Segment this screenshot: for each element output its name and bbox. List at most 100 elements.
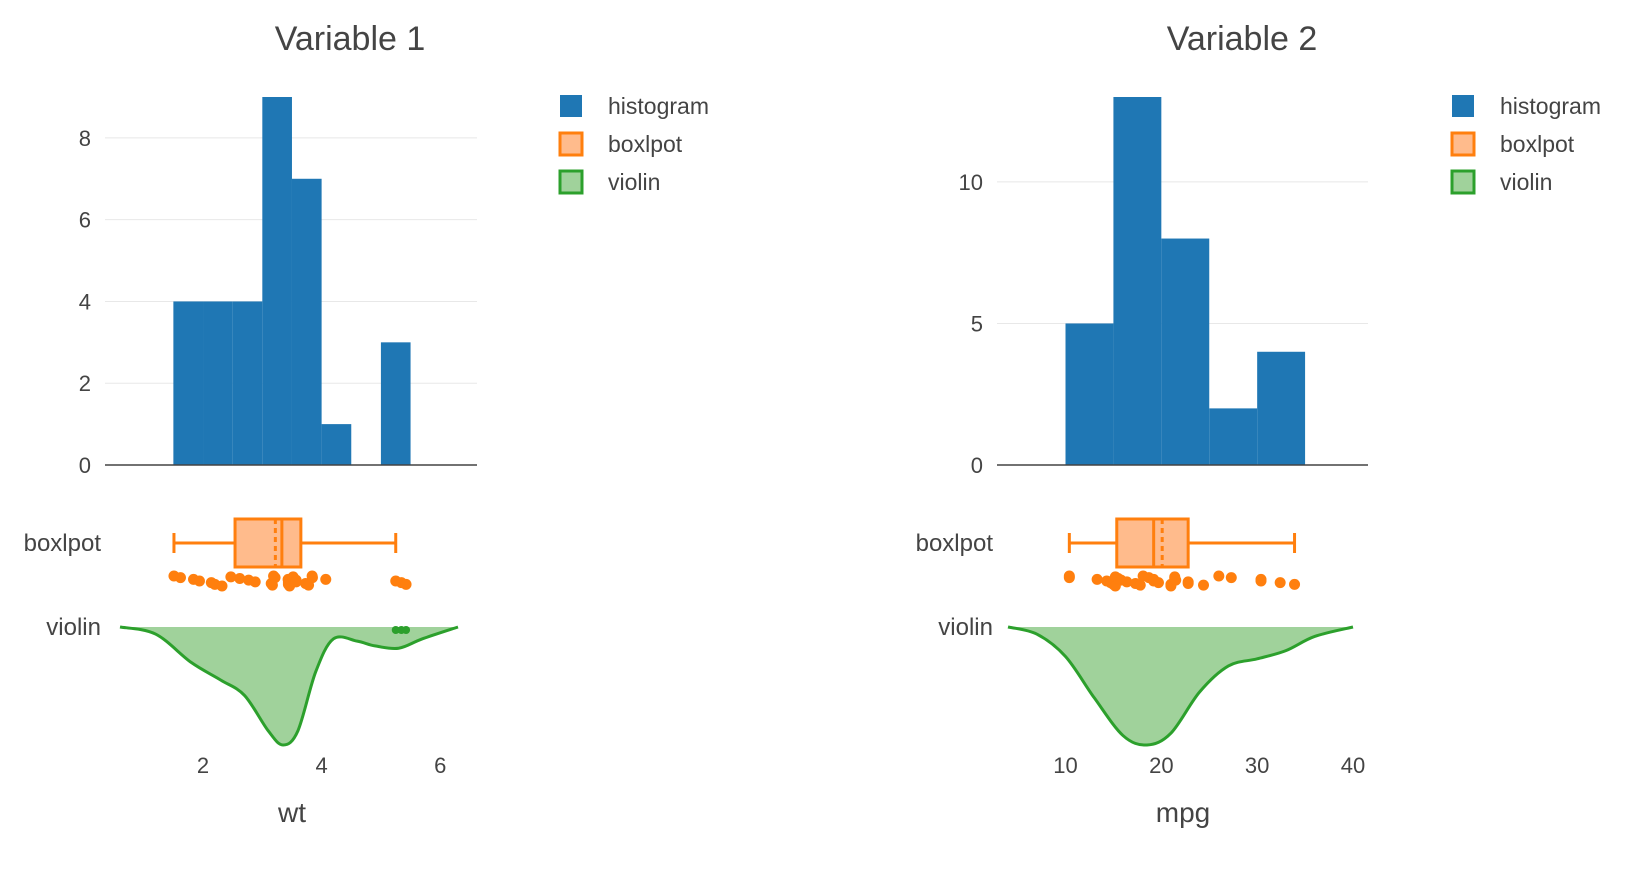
variable-1-legend-item-violin[interactable]: violin — [558, 169, 660, 195]
variable-2-histogram-bar — [1065, 323, 1114, 465]
variable-2-legend-label-violin: violin — [1500, 169, 1552, 195]
variable-2-histogram-bar — [1161, 238, 1210, 465]
variable-2-boxplot-point — [1255, 575, 1267, 587]
variable-1-boxplot-point — [234, 573, 246, 584]
variable-2-title: Variable 2 — [1167, 20, 1318, 58]
variable-1-boxplot-box — [233, 517, 303, 569]
variable-2-boxplot-point — [1152, 577, 1164, 589]
variable-1-histogram-bars — [173, 97, 411, 465]
variable-2-y-tick-label: 0 — [971, 453, 983, 478]
variable-2-histogram-bars — [1065, 97, 1306, 465]
variable-1-boxplot-point — [225, 571, 237, 583]
variable-1-y-tick-labels: 0 2 4 6 8 — [79, 126, 91, 478]
variable-1-y-tick-label: 6 — [79, 208, 91, 233]
variable-1-x-tick-labels: 2 4 6 — [197, 753, 446, 778]
variable-1-histogram-bar — [262, 97, 292, 465]
variable-2-violin-area — [1008, 627, 1353, 746]
variable-1-legend-swatch-histogram — [560, 95, 582, 117]
variable-2-boxplot-point — [1225, 572, 1237, 584]
variable-2-x-tick-label: 10 — [1053, 753, 1077, 778]
variable-2-boxplot-point — [1198, 579, 1209, 591]
variable-1-boxplot-point — [400, 578, 412, 590]
variable-2-boxplot-row-label: boxlpot — [916, 530, 994, 557]
variable-2-violin-outline — [1007, 625, 1354, 747]
variable-1-histogram-bar — [291, 178, 322, 465]
variable-1-y-tick-label: 8 — [79, 126, 91, 151]
variable-1-y-tick-label: 4 — [79, 289, 91, 314]
variable-2-boxplot-point — [1170, 574, 1182, 586]
variable-2-boxplot-point — [1274, 577, 1286, 589]
variable-1-histogram-bar — [380, 342, 411, 465]
variable-2-y-tick-labels: 0 5 10 — [959, 170, 983, 478]
variable-1-boxplot-row-label: boxlpot — [24, 530, 102, 557]
variable-1-boxplot-point — [193, 575, 205, 587]
variable-2-boxplot-point — [1063, 572, 1075, 584]
variable-1-violin-outlier — [402, 626, 411, 634]
variable-1-y-tick-label: 0 — [79, 453, 91, 478]
variable-1-histogram-bar — [321, 424, 352, 465]
variable-1-violin-area — [120, 627, 458, 745]
variable-1-boxplot-point — [320, 573, 332, 585]
variable-2-legend[interactable]: histogram boxlpot violin — [1450, 93, 1601, 195]
variable-1-legend-item-boxplot[interactable]: boxlpot — [558, 131, 683, 157]
variable-1-y-tick-label: 2 — [79, 371, 91, 396]
variable-1-legend-label-boxplot: boxlpot — [608, 131, 683, 157]
variable-1-violin — [119, 625, 459, 747]
variable-1-boxplot-point — [249, 576, 261, 588]
variable-1-boxplot-point — [216, 580, 228, 592]
variable-2-boxplot-point — [1289, 578, 1301, 590]
variable-2-legend-label-boxplot: boxlpot — [1500, 131, 1575, 157]
variable-2-x-tick-label: 30 — [1245, 753, 1269, 778]
variable-1-x-tick-label: 6 — [434, 753, 446, 778]
variable-1-violin-row-label: violin — [46, 614, 101, 641]
variable-2-legend-label-histogram: histogram — [1500, 93, 1601, 119]
variable-1-title: Variable 1 — [275, 20, 426, 58]
variable-2-legend-swatch-violin — [1450, 169, 1476, 195]
variable-1-legend-label-violin: violin — [608, 169, 660, 195]
variable-1-legend-swatch-boxplot — [558, 131, 584, 157]
variable-2-violin-row-label: violin — [938, 614, 993, 641]
variable-2-boxplot-point — [1213, 570, 1225, 582]
variable-1-panel: Variable 1 0 2 4 6 8 boxlpot violin 2 4 6 wt h… — [24, 20, 709, 828]
variable-1-histogram-bar — [203, 301, 233, 465]
variable-2-legend-swatch-histogram — [1452, 95, 1474, 117]
variable-1-boxplot-point — [290, 576, 302, 588]
variable-2-boxplot — [1063, 517, 1301, 592]
variable-2-x-tick-labels: 10 20 30 40 — [1053, 753, 1365, 778]
variable-2-histogram-bar — [1257, 351, 1306, 465]
variable-2-histogram-bar — [1209, 408, 1258, 465]
variable-2-boxplot-point — [1182, 578, 1194, 589]
variable-1-x-tick-label: 4 — [315, 753, 327, 778]
variable-2-y-tick-label: 5 — [971, 311, 983, 336]
variable-1-legend-swatch-violin — [558, 169, 584, 195]
variable-1-x-tick-label: 2 — [197, 753, 209, 778]
variable-2-boxplot-point — [1091, 573, 1103, 585]
variable-2-boxplot-point — [1121, 576, 1133, 588]
variable-2-x-axis-title: mpg — [1156, 797, 1210, 828]
variable-1-boxplot-point — [174, 572, 186, 584]
variable-1-histogram-bar — [173, 301, 204, 465]
variable-1-boxplot-point — [269, 572, 281, 584]
variable-2-violin — [1007, 625, 1354, 747]
variable-1-legend-label-histogram: histogram — [608, 93, 709, 119]
variable-2-boxplot-point — [1134, 579, 1146, 591]
variable-2-legend-item-histogram[interactable]: histogram — [1452, 93, 1601, 119]
variable-2-legend-item-violin[interactable]: violin — [1450, 169, 1552, 195]
variable-1-violin-outlier — [391, 626, 400, 634]
variable-1-violin-outline — [119, 625, 459, 747]
variable-2-legend-item-boxplot[interactable]: boxlpot — [1450, 131, 1575, 157]
variable-2-histogram-bar — [1113, 97, 1162, 465]
variable-2-x-tick-label: 20 — [1149, 753, 1173, 778]
variable-1-histogram-bar — [232, 301, 263, 465]
variable-2-y-tick-label: 10 — [959, 170, 983, 195]
variable-2-legend-swatch-boxplot — [1450, 131, 1476, 157]
variable-1-legend[interactable]: histogram boxlpot violin — [558, 93, 709, 195]
variable-1-boxplot — [168, 517, 412, 592]
variable-1-boxplot-point — [306, 572, 318, 584]
variable-2-x-tick-label: 40 — [1341, 753, 1365, 778]
variable-1-legend-item-histogram[interactable]: histogram — [560, 93, 709, 119]
variable-1-x-axis-title: wt — [277, 797, 306, 828]
